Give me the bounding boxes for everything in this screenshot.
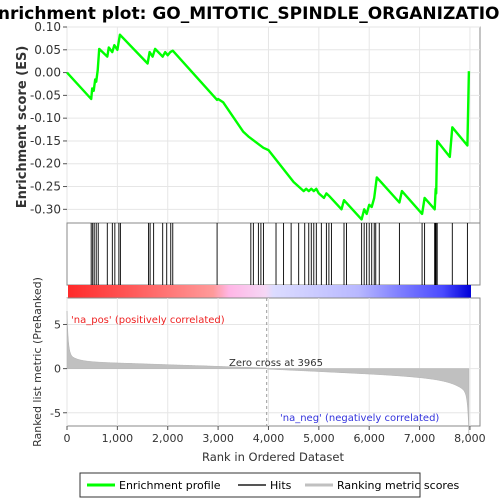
ranked-ytick-label: 5 <box>54 318 61 331</box>
es-ytick-label: -0.30 <box>30 202 61 216</box>
xtick-label: 8,000 <box>454 432 486 445</box>
es-ytick-label: 0.10 <box>34 20 61 34</box>
ranked-y-axis: 5 0 -5 <box>50 318 67 420</box>
hit-markers <box>90 223 468 285</box>
es-grid <box>66 26 480 223</box>
rank-gradient-bar <box>68 285 471 298</box>
x-axis: 0 1,000 2,000 3,000 4,000 5,000 6,000 7,000 8,00… <box>64 426 486 445</box>
es-y-axis-label: Enrichment score (ES) <box>15 46 30 209</box>
es-ytick-label: -0.10 <box>30 111 61 125</box>
zero-cross-label: Zero cross at 3965 <box>229 358 323 369</box>
es-panel: 0.10 0.05 0.00 -0.05 -0.10 -0.15 -0.20 -0.25 -0.… <box>15 20 481 224</box>
ranked-panel: 'na_pos' (positively correlated) Zero cr… <box>31 277 486 464</box>
hits-panel <box>66 222 481 286</box>
ranking-metric-area <box>66 310 470 436</box>
enrichment-profile-line <box>66 33 471 221</box>
es-ytick-label: -0.15 <box>30 134 61 148</box>
es-ytick-label: 0.00 <box>34 66 61 80</box>
legend-enrichment-label: Enrichment profile <box>119 479 221 492</box>
rank-gradient <box>68 285 471 298</box>
es-ytick-label: -0.25 <box>30 180 61 194</box>
ranked-ytick-label: 0 <box>54 363 61 376</box>
xtick-label: 7,000 <box>404 432 436 445</box>
xtick-label: 5,000 <box>303 432 335 445</box>
chart-title: Enrichment plot: GO_MITOTIC_SPINDLE_ORGA… <box>0 4 500 24</box>
es-ytick-label: -0.05 <box>30 88 61 102</box>
xtick-label: 0 <box>64 432 71 445</box>
es-ytick-label: 0.05 <box>34 43 61 57</box>
es-ytick-label: -0.20 <box>30 157 61 171</box>
xtick-label: 1,000 <box>102 432 134 445</box>
ranked-ytick-label: -5 <box>50 407 61 420</box>
hits-plot-area <box>66 222 481 286</box>
legend-hits-label: Hits <box>270 479 292 492</box>
es-plot-area <box>66 26 481 224</box>
legend: Enrichment profile Hits Ranking metric s… <box>79 472 459 498</box>
ranked-y-axis-label: Ranked list metric (PreRanked) <box>31 277 44 447</box>
es-y-axis: 0.10 0.05 0.00 -0.05 -0.10 -0.15 -0.20 -0.25 -0.… <box>30 20 67 216</box>
xtick-label: 3,000 <box>202 432 234 445</box>
xtick-label: 4,000 <box>253 432 285 445</box>
x-axis-label: Rank in Ordered Dataset <box>202 450 345 464</box>
neg-correlated-label: 'na_neg' (negatively correlated) <box>280 413 439 424</box>
pos-correlated-label: 'na_pos' (positively correlated) <box>71 315 225 326</box>
xtick-label: 2,000 <box>152 432 184 445</box>
xtick-label: 6,000 <box>353 432 385 445</box>
legend-ranking-label: Ranking metric scores <box>337 479 459 492</box>
ranked-plot-area <box>66 297 481 427</box>
